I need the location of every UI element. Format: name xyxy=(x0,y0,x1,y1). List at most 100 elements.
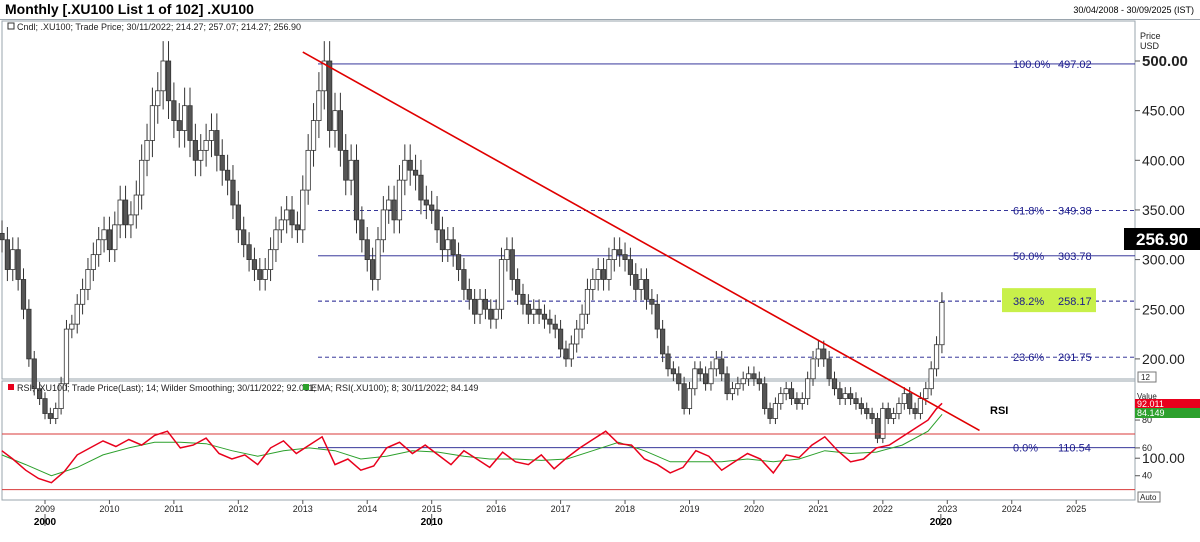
candle[interactable] xyxy=(235,204,241,231)
candle[interactable] xyxy=(692,368,698,390)
candle[interactable] xyxy=(31,358,37,390)
candle[interactable] xyxy=(267,249,274,270)
candle[interactable] xyxy=(74,303,80,325)
candle[interactable] xyxy=(370,259,376,280)
candle[interactable] xyxy=(112,224,118,251)
candle[interactable] xyxy=(224,169,231,181)
candle[interactable] xyxy=(477,298,483,315)
candle[interactable] xyxy=(778,393,784,404)
candle[interactable] xyxy=(584,288,591,315)
candle[interactable] xyxy=(890,413,897,419)
candle[interactable] xyxy=(933,344,940,370)
candle[interactable] xyxy=(660,328,666,355)
candle[interactable] xyxy=(848,393,854,400)
candle[interactable] xyxy=(563,348,569,360)
candle[interactable] xyxy=(756,378,762,385)
candle[interactable] xyxy=(719,358,725,375)
candle[interactable] xyxy=(788,388,795,400)
candle[interactable] xyxy=(633,274,639,290)
candle[interactable] xyxy=(590,279,596,290)
candle[interactable] xyxy=(176,120,182,131)
candle[interactable] xyxy=(686,388,693,409)
candle[interactable] xyxy=(144,140,150,161)
candle[interactable] xyxy=(10,249,16,270)
candle[interactable] xyxy=(171,100,177,121)
candle[interactable] xyxy=(837,388,843,400)
candle[interactable] xyxy=(595,269,601,280)
candle[interactable] xyxy=(106,229,113,251)
candle[interactable] xyxy=(638,279,644,290)
candle[interactable] xyxy=(305,149,311,191)
candle[interactable] xyxy=(509,249,515,280)
candle[interactable] xyxy=(391,199,397,221)
auto-scale-button[interactable] xyxy=(1137,491,1161,503)
candle[interactable] xyxy=(359,219,365,241)
candle[interactable] xyxy=(284,209,290,221)
candle[interactable] xyxy=(842,393,848,400)
candle[interactable] xyxy=(805,378,811,400)
candle[interactable] xyxy=(133,194,139,216)
candle[interactable] xyxy=(96,239,102,256)
candle[interactable] xyxy=(504,249,510,260)
candle[interactable] xyxy=(289,209,295,226)
candle[interactable] xyxy=(418,174,424,201)
candle[interactable] xyxy=(165,60,172,102)
candle[interactable] xyxy=(794,398,800,404)
candle[interactable] xyxy=(649,298,655,305)
candle[interactable] xyxy=(531,308,537,315)
candle[interactable] xyxy=(316,90,322,121)
candle[interactable] xyxy=(627,259,634,275)
candle[interactable] xyxy=(343,149,349,181)
candle[interactable] xyxy=(192,140,198,161)
candle[interactable] xyxy=(821,348,827,360)
candle[interactable] xyxy=(735,383,741,390)
candle[interactable] xyxy=(439,229,446,251)
candle[interactable] xyxy=(402,159,408,181)
candle[interactable] xyxy=(665,353,671,370)
candle[interactable] xyxy=(53,408,59,419)
candle[interactable] xyxy=(880,408,886,439)
candle[interactable] xyxy=(536,308,542,315)
candle[interactable] xyxy=(799,398,805,404)
candle[interactable] xyxy=(434,209,440,231)
candle[interactable] xyxy=(858,403,864,409)
candle[interactable] xyxy=(122,199,129,226)
candle[interactable] xyxy=(579,313,585,330)
candle[interactable] xyxy=(450,239,456,256)
candle[interactable] xyxy=(327,60,333,131)
candle[interactable] xyxy=(724,373,730,395)
candle[interactable] xyxy=(337,110,343,151)
candle[interactable] xyxy=(493,308,499,320)
candle[interactable] xyxy=(273,229,279,251)
candle[interactable] xyxy=(670,368,676,375)
candle[interactable] xyxy=(364,239,370,261)
candle[interactable] xyxy=(853,398,859,404)
candle[interactable] xyxy=(600,269,607,280)
candle[interactable] xyxy=(445,239,451,251)
candle[interactable] xyxy=(547,318,553,325)
candle[interactable] xyxy=(643,279,650,300)
candle[interactable] xyxy=(520,293,526,305)
candle[interactable] xyxy=(907,393,913,409)
candle[interactable] xyxy=(928,368,934,390)
candle[interactable] xyxy=(654,303,660,330)
candle[interactable] xyxy=(47,413,53,419)
candle[interactable] xyxy=(230,179,236,206)
candle[interactable] xyxy=(617,249,623,256)
candle[interactable] xyxy=(79,288,86,305)
candle[interactable] xyxy=(26,308,32,360)
candle[interactable] xyxy=(300,189,306,231)
candle[interactable] xyxy=(831,378,838,390)
candle[interactable] xyxy=(455,254,462,270)
candle[interactable] xyxy=(332,110,338,131)
candle[interactable] xyxy=(552,323,558,330)
candle[interactable] xyxy=(37,388,43,400)
candle[interactable] xyxy=(412,169,419,176)
candle[interactable] xyxy=(466,288,472,300)
candle[interactable] xyxy=(160,60,166,92)
candle[interactable] xyxy=(262,269,268,280)
candle[interactable] xyxy=(541,313,548,320)
scale-button[interactable] xyxy=(1137,371,1157,383)
candle[interactable] xyxy=(826,358,832,380)
